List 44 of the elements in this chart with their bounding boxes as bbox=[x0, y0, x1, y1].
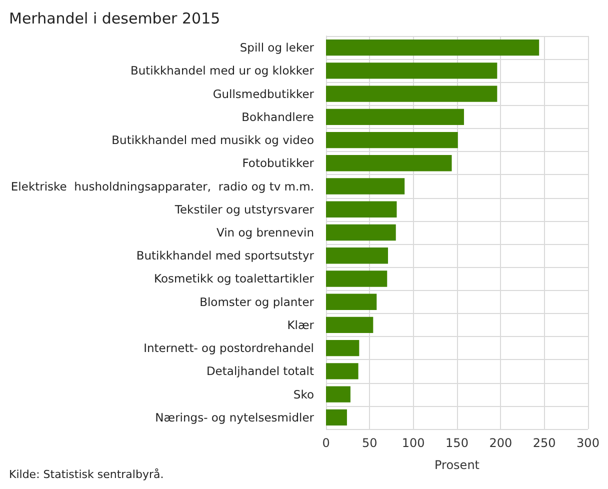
y-tick-label: Butikkhandel med sportsutstyr bbox=[136, 248, 314, 263]
bar bbox=[326, 294, 377, 310]
y-tick-label: Gullsmedbutikker bbox=[212, 86, 314, 101]
text: Merhandel i desember 2015 bbox=[9, 10, 220, 28]
bar bbox=[326, 132, 458, 148]
y-tick-label: Nærings- og nytelsesmidler bbox=[155, 410, 314, 424]
x-tick-label: 200 bbox=[489, 436, 512, 450]
bar bbox=[326, 340, 360, 356]
x-tick-label: 300 bbox=[576, 436, 600, 450]
bar bbox=[326, 409, 347, 426]
x-tick-label: 100 bbox=[402, 436, 425, 450]
y-tick-label: Kosmetikk og toalettartikler bbox=[154, 272, 314, 286]
x-axis-title: Prosent bbox=[434, 458, 480, 472]
y-tick-label: Fotobutikker bbox=[242, 156, 314, 170]
bar bbox=[326, 316, 374, 334]
y-tick-label: Spill og leker bbox=[240, 40, 314, 55]
bar bbox=[326, 363, 358, 380]
text: Kilde: Statistisk sentralbyrå. bbox=[9, 468, 164, 481]
y-tick-label: Vin og brennevin bbox=[216, 226, 314, 240]
x-tick-label: 250 bbox=[532, 436, 556, 450]
y-tick-label: Internett- og postordrehandel bbox=[144, 341, 314, 356]
bar bbox=[326, 155, 452, 172]
bar bbox=[326, 270, 388, 287]
bar bbox=[326, 39, 540, 56]
bar bbox=[326, 248, 388, 264]
y-tick-label: Butikkhandel med musikk og video bbox=[112, 133, 314, 148]
bar bbox=[326, 86, 498, 102]
y-tick-label: Sko bbox=[293, 387, 314, 402]
bar bbox=[326, 386, 350, 402]
y-tick-label: Bokhandlere bbox=[242, 110, 314, 124]
x-tick-label: 0 bbox=[322, 436, 330, 450]
y-tick-label: Klær bbox=[287, 318, 314, 332]
bar bbox=[326, 178, 405, 194]
y-tick-label: Detaljhandel totalt bbox=[206, 364, 314, 378]
x-tick-label: 50 bbox=[362, 436, 378, 450]
bar bbox=[326, 108, 464, 126]
bar bbox=[326, 201, 397, 218]
bar bbox=[326, 62, 498, 79]
y-tick-label: Butikkhandel med ur og klokker bbox=[130, 64, 314, 78]
bar bbox=[326, 224, 396, 241]
y-tick-label: Blomster og planter bbox=[200, 294, 314, 309]
y-tick-label: Elektriske husholdningsapparater, radio og tv m.m. bbox=[10, 179, 314, 194]
y-tick-label: Tekstiler og utstyrsvarer bbox=[174, 202, 314, 216]
x-tick-label: 150 bbox=[446, 436, 468, 450]
